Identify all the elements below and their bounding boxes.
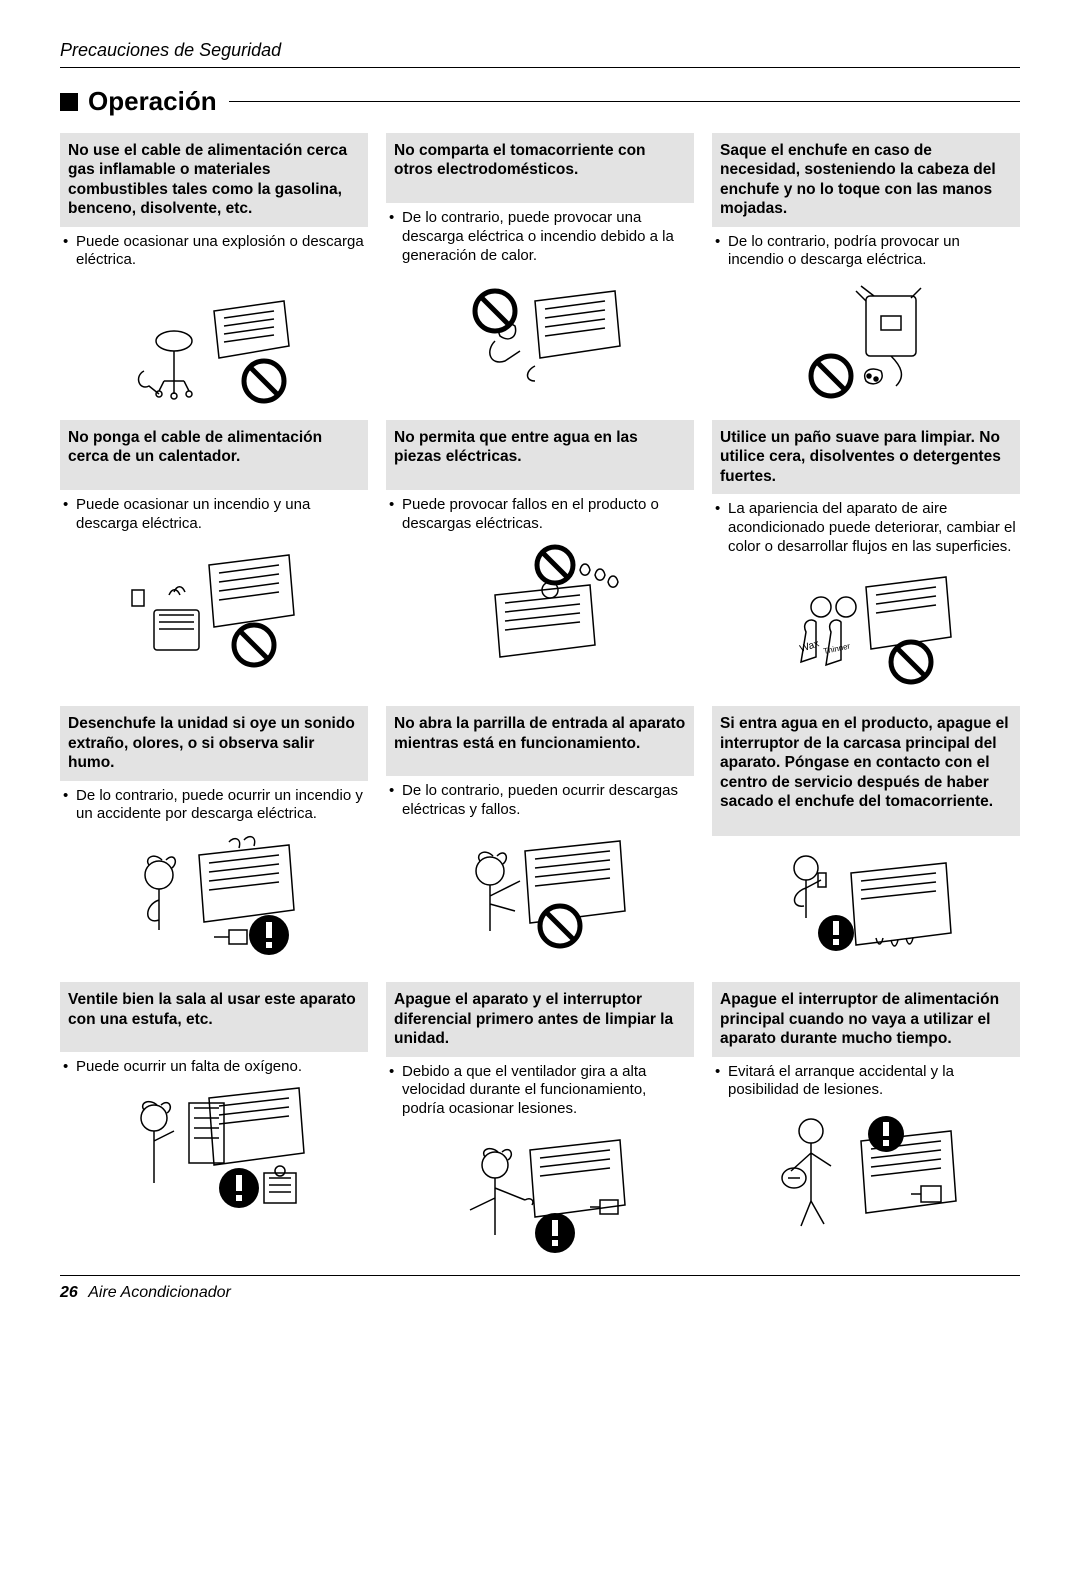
prohibit-icon xyxy=(234,625,274,665)
warnings-grid: No use el cable de alimentación cerca ga… xyxy=(60,133,1020,1255)
warning-cell: No abra la parrilla de entrada al aparat… xyxy=(386,706,694,968)
warning-cell: Apague el aparato y el interruptor difer… xyxy=(386,982,694,1254)
warning-illustration xyxy=(386,1125,694,1255)
warning-title: Ventile bien la sala al usar este aparat… xyxy=(60,982,368,1052)
warning-title: Apague el aparato y el interruptor difer… xyxy=(386,982,694,1056)
warning-bullet: Debido a que el ventilador gira a alta v… xyxy=(386,1057,694,1123)
section-rule-icon xyxy=(229,101,1020,103)
warning-illustration xyxy=(386,271,694,401)
warning-title: No abra la parrilla de entrada al aparat… xyxy=(386,706,694,776)
warning-bullet: Puede ocasionar una explosión o descarga… xyxy=(60,227,368,275)
warning-cell: No comparta el tomacorriente con otros e… xyxy=(386,133,694,406)
warning-bullet: Puede provocar fallos en el producto o d… xyxy=(386,490,694,538)
warning-bullet: Puede ocasionar un incendio y una descar… xyxy=(60,490,368,538)
caution-icon xyxy=(219,1168,259,1208)
caution-icon xyxy=(818,915,854,951)
warning-illustration xyxy=(712,1106,1020,1236)
warning-cell: Desenchufe la unidad si oye un sonido ex… xyxy=(60,706,368,968)
footer-label: Aire Acondicionador xyxy=(88,1284,231,1301)
warning-title: No comparta el tomacorriente con otros e… xyxy=(386,133,694,203)
caution-icon xyxy=(535,1213,575,1253)
svg-text:Thinner: Thinner xyxy=(823,642,852,657)
warning-illustration xyxy=(712,276,1020,406)
warning-title: No use el cable de alimentación cerca ga… xyxy=(60,133,368,227)
warning-title: No permita que entre agua en las piezas … xyxy=(386,420,694,490)
warning-bullet: La apariencia del aparato de aire acondi… xyxy=(712,494,1020,560)
caution-icon xyxy=(249,915,289,955)
warning-title: Si entra agua en el producto, apague el … xyxy=(712,706,1020,836)
warning-illustration xyxy=(60,540,368,670)
warning-bullet: De lo contrario, pueden ocurrir descarga… xyxy=(386,776,694,824)
warning-illustration xyxy=(60,830,368,960)
warning-cell: Apague el interruptor de alimentación pr… xyxy=(712,982,1020,1254)
section-title-row: Operación xyxy=(60,86,1020,117)
section-title: Operación xyxy=(88,86,217,117)
warning-illustration xyxy=(60,276,368,406)
warning-bullet: Puede ocurrir un falta de oxígeno. xyxy=(60,1052,368,1081)
warning-cell: No use el cable de alimentación cerca ga… xyxy=(60,133,368,406)
page-number: 26 xyxy=(60,1284,78,1301)
warning-title: Desenchufe la unidad si oye un sonido ex… xyxy=(60,706,368,780)
warning-cell: Utilice un paño suave para limpiar. No u… xyxy=(712,420,1020,692)
prohibit-icon xyxy=(811,356,851,396)
warning-cell: No ponga el cable de alimentación cerca … xyxy=(60,420,368,692)
warning-illustration xyxy=(712,838,1020,968)
warning-cell: Si entra agua en el producto, apague el … xyxy=(712,706,1020,968)
warning-title: Saque el enchufe en caso de necesidad, s… xyxy=(712,133,1020,227)
prohibit-icon xyxy=(891,642,931,682)
warning-illustration xyxy=(386,826,694,956)
warning-cell: Saque el enchufe en caso de necesidad, s… xyxy=(712,133,1020,406)
prohibit-icon xyxy=(475,291,515,331)
caution-icon xyxy=(868,1116,904,1152)
warning-illustration xyxy=(60,1083,368,1213)
warning-bullet: De lo contrario, puede provocar una desc… xyxy=(386,203,694,269)
svg-text:Wax: Wax xyxy=(799,639,821,656)
prohibit-icon xyxy=(244,361,284,401)
warning-title: Apague el interruptor de alimentación pr… xyxy=(712,982,1020,1056)
warning-illustration: Wax Thinner xyxy=(712,562,1020,692)
warning-cell: Ventile bien la sala al usar este aparat… xyxy=(60,982,368,1254)
warning-bullet: De lo contrario, podría provocar un ince… xyxy=(712,227,1020,275)
warning-bullet: Evitará el arranque accidental y la posi… xyxy=(712,1057,1020,1105)
prohibit-icon xyxy=(540,906,580,946)
warning-bullet: De lo contrario, puede ocurrir un incend… xyxy=(60,781,368,829)
page-footer: 26 Aire Acondicionador xyxy=(60,1275,1020,1302)
section-marker-icon xyxy=(60,93,78,111)
warning-illustration xyxy=(386,540,694,670)
page-header: Precauciones de Seguridad xyxy=(60,40,1020,68)
warning-title: Utilice un paño suave para limpiar. No u… xyxy=(712,420,1020,494)
warning-title: No ponga el cable de alimentación cerca … xyxy=(60,420,368,490)
prohibit-icon xyxy=(537,547,573,583)
warning-cell: No permita que entre agua en las piezas … xyxy=(386,420,694,692)
